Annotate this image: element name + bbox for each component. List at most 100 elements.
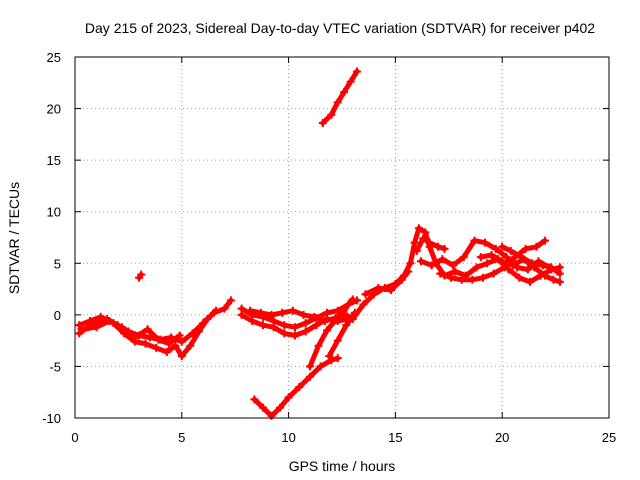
data-point <box>397 275 406 284</box>
data-point <box>517 253 526 262</box>
x-tick-label: 10 <box>281 430 295 445</box>
series-track-11 <box>318 67 361 128</box>
y-tick-label: 15 <box>47 153 61 168</box>
data-point <box>152 343 161 352</box>
data-point <box>555 277 564 286</box>
series-track-4 <box>135 270 146 282</box>
data-point <box>500 263 509 272</box>
data-point <box>419 234 428 243</box>
series-track-18 <box>498 242 564 278</box>
data-point <box>137 270 146 279</box>
series-track-12 <box>348 224 564 323</box>
data-point <box>547 263 556 272</box>
data-point <box>237 310 246 319</box>
data-point <box>549 275 558 284</box>
data-point <box>256 308 265 317</box>
data-series <box>75 67 564 420</box>
y-tick-label: 5 <box>54 256 61 271</box>
data-point <box>523 265 532 274</box>
data-point <box>301 327 310 336</box>
data-point <box>299 310 308 319</box>
y-axis-label: SDTVAR / TECUs <box>6 182 22 294</box>
data-point <box>267 310 276 319</box>
data-point <box>406 259 415 268</box>
data-point <box>427 261 436 270</box>
chart-title: Day 215 of 2023, Sidereal Day-to-day VTE… <box>85 20 595 36</box>
x-tick-labels: 0 5 10 15 20 25 <box>71 430 616 445</box>
data-point <box>310 312 319 321</box>
x-tick-label: 5 <box>178 430 185 445</box>
data-point <box>280 321 289 330</box>
data-point <box>506 246 515 255</box>
y-tick-labels: -10 -5 0 5 10 15 20 25 <box>42 50 61 426</box>
data-point <box>267 411 276 420</box>
data-point <box>75 329 84 338</box>
x-axis-label: GPS time / hours <box>289 458 396 474</box>
data-point <box>333 336 342 345</box>
data-point <box>258 321 267 330</box>
data-point <box>525 277 534 286</box>
data-point <box>85 317 94 326</box>
data-point <box>203 314 212 323</box>
data-point <box>320 317 329 326</box>
data-point <box>276 403 285 412</box>
data-point <box>105 317 114 326</box>
data-point <box>92 323 101 332</box>
series-track-8 <box>250 354 342 420</box>
data-point <box>323 326 332 335</box>
data-point <box>498 242 507 251</box>
data-point <box>77 325 86 334</box>
data-point <box>434 242 443 251</box>
series-track-14 <box>412 234 449 255</box>
data-point <box>258 403 267 412</box>
data-point <box>305 372 314 381</box>
data-point <box>491 244 500 253</box>
data-point <box>327 356 336 365</box>
series-trace <box>307 296 356 369</box>
data-point <box>278 308 287 317</box>
plot-frame <box>74 56 610 419</box>
data-point <box>291 323 300 332</box>
data-point <box>314 341 323 350</box>
data-point <box>352 67 361 76</box>
data-point <box>421 228 430 237</box>
data-point <box>540 236 549 245</box>
data-point <box>410 238 419 247</box>
data-point <box>361 290 370 299</box>
data-point <box>175 331 184 340</box>
data-point <box>220 304 229 313</box>
data-point <box>504 265 513 274</box>
data-point <box>387 286 396 295</box>
data-point <box>291 331 300 340</box>
data-point <box>96 312 105 321</box>
data-point <box>342 310 351 319</box>
data-point <box>312 321 321 330</box>
data-point <box>280 329 289 338</box>
data-point <box>481 238 490 247</box>
data-point <box>143 325 152 334</box>
data-point <box>404 267 413 276</box>
data-point <box>248 317 257 326</box>
series-trace <box>320 68 360 126</box>
data-point <box>417 257 426 266</box>
data-point <box>502 253 511 262</box>
data-point <box>226 296 235 305</box>
data-point <box>540 271 549 280</box>
data-point <box>295 383 304 392</box>
data-point <box>342 321 351 330</box>
data-point <box>288 306 297 315</box>
data-point <box>186 341 195 350</box>
data-point <box>162 347 171 356</box>
data-point <box>374 284 383 293</box>
data-point <box>141 339 150 348</box>
data-point <box>117 323 126 332</box>
data-point <box>472 263 481 272</box>
data-point <box>318 119 327 128</box>
x-tick-label: 25 <box>602 430 616 445</box>
x-tick-label: 0 <box>71 430 78 445</box>
data-point <box>483 259 492 268</box>
data-point <box>446 273 455 282</box>
data-point <box>325 352 334 361</box>
series-trace <box>350 225 563 322</box>
